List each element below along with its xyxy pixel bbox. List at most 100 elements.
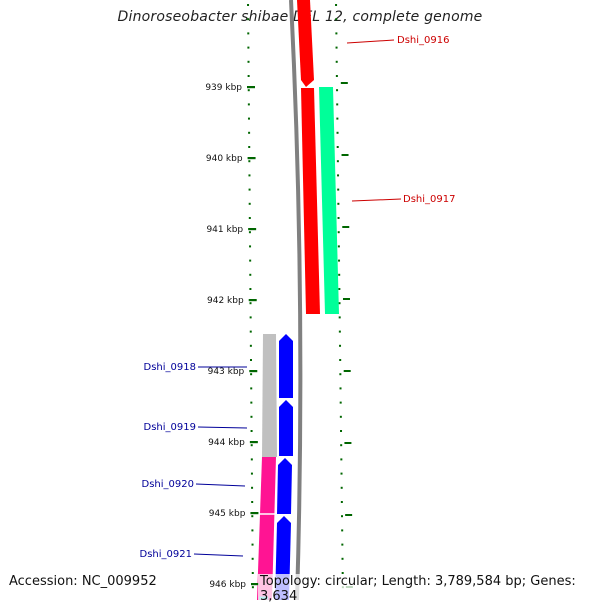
track-dot — [341, 515, 344, 518]
gene-Dshi_0917[interactable] — [319, 87, 339, 314]
axis-ticks: 939 kbp 940 kbp 941 kbp 942 kbp 943 kbp 944 k… — [205, 83, 259, 590]
track-dot — [251, 529, 254, 532]
track-dot — [249, 316, 252, 319]
track-dot — [335, 46, 338, 49]
leader-Dshi_0920 — [195, 483, 246, 487]
track-dot — [336, 131, 339, 134]
label-Dshi_0921[interactable]: Dshi_0921 — [140, 549, 192, 560]
track-dot — [340, 430, 343, 432]
track-dot — [337, 202, 340, 205]
track-dot — [336, 89, 339, 92]
gene-Dshi_0919[interactable] — [279, 400, 293, 456]
axis-tick-label: 941 kbp — [206, 225, 243, 235]
track-dot — [248, 160, 251, 163]
track-dot — [339, 373, 342, 376]
track-dot — [250, 444, 253, 447]
track-dot — [248, 146, 251, 148]
track-dot — [335, 4, 338, 6]
topology-text: Topology: circular; Length: 3,789,584 bp… — [258, 574, 600, 604]
gc-grey-bar — [262, 334, 277, 457]
axis-tick — [247, 157, 256, 160]
track-dot — [337, 217, 340, 219]
track-dot — [251, 557, 254, 560]
track-dot — [341, 543, 344, 546]
label-Dshi_0920[interactable]: Dshi_0920 — [142, 479, 194, 490]
track-dot — [336, 117, 339, 120]
track-dot — [338, 288, 341, 290]
track-dot — [339, 387, 342, 390]
label-Dshi_0919[interactable]: Dshi_0919 — [144, 422, 196, 433]
axis-tick-label: 939 kbp — [205, 83, 242, 93]
track-dot — [341, 529, 344, 532]
track-dot — [336, 160, 339, 163]
track-dot — [339, 401, 342, 404]
track-dot — [247, 89, 250, 92]
axis-tick-label: 946 kbp — [209, 580, 246, 590]
gene-Dshi_0918[interactable] — [279, 334, 293, 398]
track-dot — [247, 103, 250, 106]
gene-leaders — [193, 39, 402, 557]
track-dot — [248, 188, 251, 191]
track-dot — [249, 359, 252, 361]
gene-Dshi_0916-tail[interactable] — [301, 88, 320, 314]
track-dot — [335, 60, 338, 63]
track-dot — [337, 174, 340, 177]
track-dot — [250, 415, 253, 418]
genome-backbone — [289, 0, 303, 600]
track-dots — [247, 4, 353, 589]
track-dot — [340, 444, 343, 447]
track-dot — [247, 60, 250, 63]
track-dot — [247, 4, 250, 6]
track-dot — [338, 316, 341, 319]
track-dot — [250, 387, 253, 390]
axis-tick-label: 943 kbp — [208, 367, 245, 377]
gene-Dshi_0916[interactable] — [297, 0, 314, 87]
track-dot — [249, 330, 252, 333]
track-dot — [249, 273, 252, 276]
track-dot — [247, 117, 250, 120]
accession-text: Accession: NC_009952 — [9, 574, 157, 589]
label-Dshi_0918[interactable]: Dshi_0918 — [144, 362, 196, 373]
track-dot — [247, 75, 250, 77]
track-dot — [340, 472, 343, 475]
track-dot — [249, 245, 252, 248]
track-dot — [337, 231, 340, 234]
gc-pink-bar — [257, 457, 276, 600]
track-dot — [248, 231, 251, 234]
track-dot — [248, 202, 251, 205]
track-dot — [250, 430, 253, 432]
track-major-tick — [341, 154, 349, 156]
track-dot — [340, 458, 343, 461]
axis-tick — [247, 86, 255, 89]
track-dot — [336, 146, 339, 148]
track-dot — [337, 245, 340, 248]
track-dot — [248, 131, 251, 134]
axis-tick-label: 942 kbp — [207, 296, 244, 306]
track-dot — [249, 288, 252, 290]
axis-tick — [248, 228, 257, 231]
track-dot — [250, 472, 253, 475]
track-dot — [248, 217, 251, 219]
track-dot — [337, 188, 340, 191]
track-major-tick — [344, 442, 352, 444]
track-dot — [339, 415, 342, 418]
label-Dshi_0916[interactable]: Dshi_0916 — [397, 35, 449, 46]
track-dot — [340, 501, 343, 503]
track-dot — [338, 273, 341, 276]
track-dot — [341, 557, 344, 560]
track-dot — [247, 46, 250, 49]
track-dot — [338, 330, 341, 333]
track-dot — [251, 543, 254, 546]
leader-Dshi_0921 — [193, 553, 244, 557]
track-dot — [336, 103, 339, 106]
track-dot — [335, 32, 338, 35]
gene-Dshi_0920[interactable] — [277, 458, 292, 514]
track-dot — [335, 75, 338, 77]
track-dot — [338, 259, 341, 262]
track-dot — [250, 458, 253, 461]
track-major-tick — [340, 82, 348, 84]
track-major-tick — [345, 514, 353, 516]
label-Dshi_0917[interactable]: Dshi_0917 — [403, 194, 455, 205]
track-dot — [251, 586, 254, 589]
track-dot — [251, 515, 254, 518]
